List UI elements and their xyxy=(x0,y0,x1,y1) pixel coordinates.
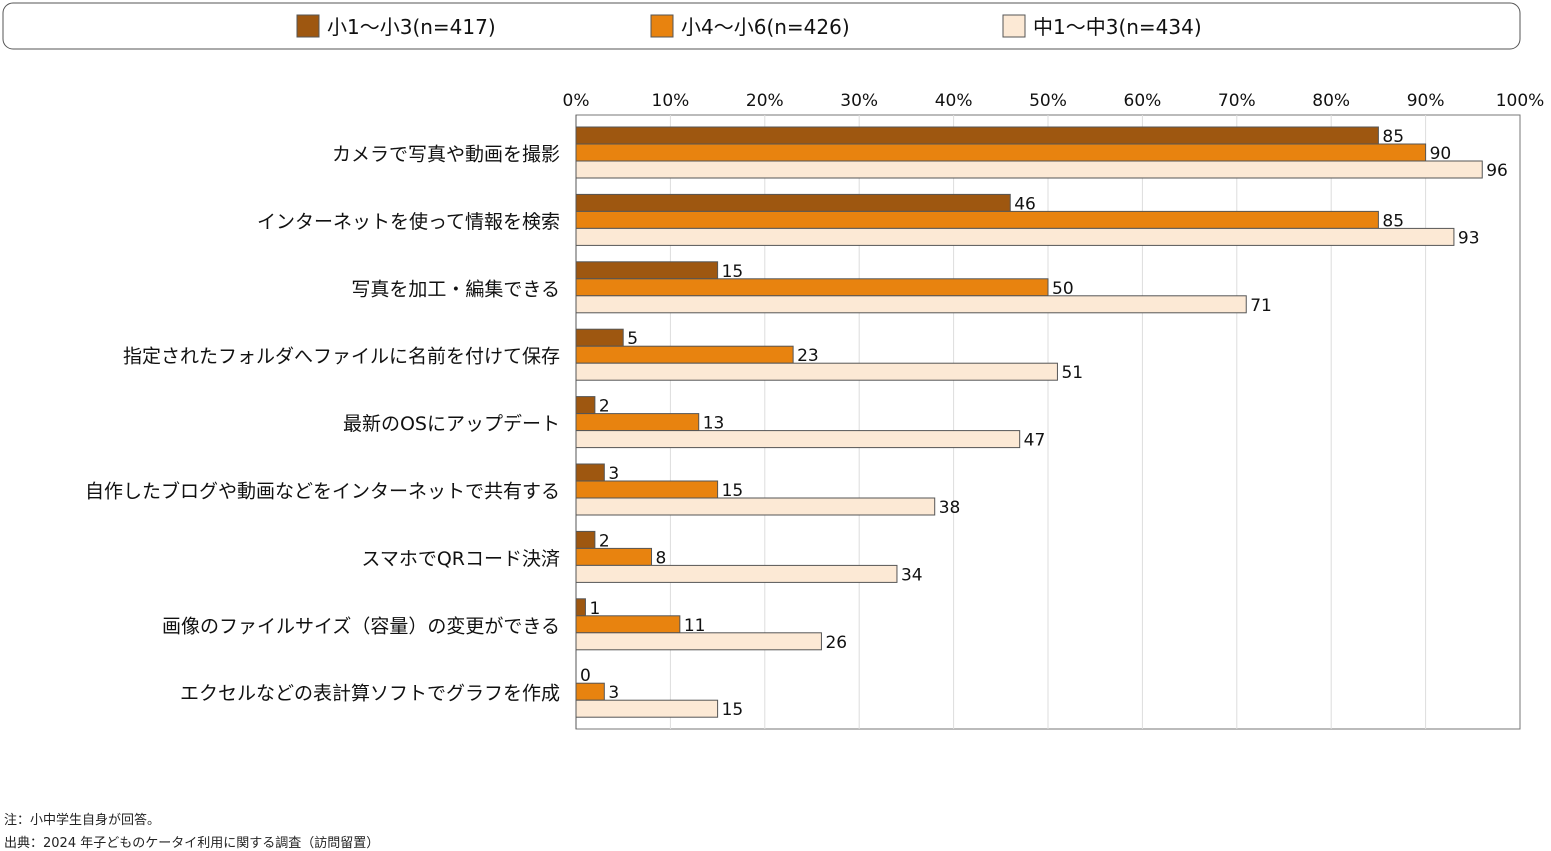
bar-2 xyxy=(575,210,1379,229)
legend-label-3: 中1〜中3(n=434) xyxy=(1033,15,1202,39)
x-tick-label: 100% xyxy=(1496,91,1545,111)
legend-label-2: 小4〜小6(n=426) xyxy=(681,15,850,39)
legend-box xyxy=(2,2,1521,50)
data-label: 47 xyxy=(1024,431,1046,451)
x-tick-label: 0% xyxy=(563,91,590,111)
data-label: 85 xyxy=(1382,127,1404,147)
bar-1 xyxy=(575,530,596,549)
legend-swatch-2 xyxy=(650,14,674,38)
data-label: 2 xyxy=(599,531,610,551)
bar-3 xyxy=(575,497,936,516)
data-label: 34 xyxy=(901,565,923,585)
bar-3 xyxy=(575,295,1247,314)
chart-source: 出典：2024 年子どものケータイ利用に関する調査（訪問留置） xyxy=(4,836,380,851)
bar-3 xyxy=(575,227,1455,246)
data-label: 90 xyxy=(1430,144,1452,164)
data-label: 11 xyxy=(684,616,706,636)
data-label: 85 xyxy=(1382,211,1404,231)
bar-1 xyxy=(575,261,719,280)
x-tick-label: 30% xyxy=(840,91,878,111)
data-label: 15 xyxy=(722,481,744,501)
data-label: 3 xyxy=(608,683,619,703)
data-label: 46 xyxy=(1014,194,1036,214)
x-tick-label: 20% xyxy=(746,91,784,111)
data-label: 0 xyxy=(580,666,591,686)
bar-1 xyxy=(575,396,596,415)
bar-1 xyxy=(575,598,586,617)
category-label: 最新のOSにアップデート xyxy=(343,413,560,435)
data-label: 26 xyxy=(825,633,847,653)
bar-2 xyxy=(575,278,1049,297)
x-tick-label: 70% xyxy=(1218,91,1256,111)
data-label: 5 xyxy=(627,329,638,349)
data-label: 2 xyxy=(599,397,610,417)
legend-swatch-3 xyxy=(1002,14,1026,38)
category-label: 自作したブログや動画などをインターネットで共有する xyxy=(85,480,560,503)
data-label: 23 xyxy=(797,346,819,366)
data-label: 50 xyxy=(1052,279,1074,299)
bar-1 xyxy=(575,193,1011,212)
data-label: 13 xyxy=(703,414,725,434)
bar-2 xyxy=(575,143,1427,162)
category-label: 指定されたフォルダへファイルに名前を付けて保存 xyxy=(123,346,560,368)
bar-chart: 小1〜小3(n=417) 小4〜小6(n=426) 中1〜中3(n=434)0% 10… xyxy=(2,2,1545,730)
x-tick-label: 40% xyxy=(935,91,973,111)
category-label: エクセルなどの表計算ソフトでグラフを作成 xyxy=(180,683,560,705)
category-label: 写真を加工・編集できる xyxy=(351,278,560,300)
bar-1 xyxy=(575,463,605,482)
bar-3 xyxy=(575,699,719,718)
legend-swatch-1 xyxy=(296,14,320,38)
bar-1 xyxy=(575,126,1379,145)
bar-2 xyxy=(575,682,605,701)
bar-2 xyxy=(575,345,794,364)
data-label: 51 xyxy=(1061,363,1083,383)
bar-3 xyxy=(575,430,1021,449)
bar-2 xyxy=(575,413,700,432)
bar-3 xyxy=(575,632,822,651)
chart-note: 注：小中学生自身が回答。 xyxy=(4,813,161,828)
category-label: インターネットを使って情報を検索 xyxy=(257,211,560,233)
x-tick-label: 50% xyxy=(1029,91,1067,111)
data-label: 15 xyxy=(722,262,744,282)
data-label: 3 xyxy=(608,464,619,484)
x-tick-label: 90% xyxy=(1407,91,1445,111)
bar-3 xyxy=(575,362,1058,381)
x-tick-label: 60% xyxy=(1124,91,1162,111)
data-label: 96 xyxy=(1486,161,1508,181)
data-label: 93 xyxy=(1458,228,1480,248)
bar-3 xyxy=(575,564,898,583)
bar-3 xyxy=(575,160,1483,179)
legend-label-1: 小1〜小3(n=417) xyxy=(327,15,496,39)
bar-2 xyxy=(575,615,681,634)
category-label: カメラで写真や動画を撮影 xyxy=(332,144,560,166)
x-tick-label: 10% xyxy=(652,91,690,111)
bar-2 xyxy=(575,480,719,499)
bar-2 xyxy=(575,547,653,566)
category-label: スマホでQRコード決済 xyxy=(361,548,560,570)
data-label: 71 xyxy=(1250,296,1272,316)
category-label: 画像のファイルサイズ（容量）の変更ができる xyxy=(162,615,560,637)
x-tick-label: 80% xyxy=(1312,91,1350,111)
data-label: 8 xyxy=(656,548,667,568)
data-label: 38 xyxy=(939,498,961,518)
bar-1 xyxy=(575,328,624,347)
data-label: 15 xyxy=(722,700,744,720)
data-label: 1 xyxy=(589,599,600,619)
